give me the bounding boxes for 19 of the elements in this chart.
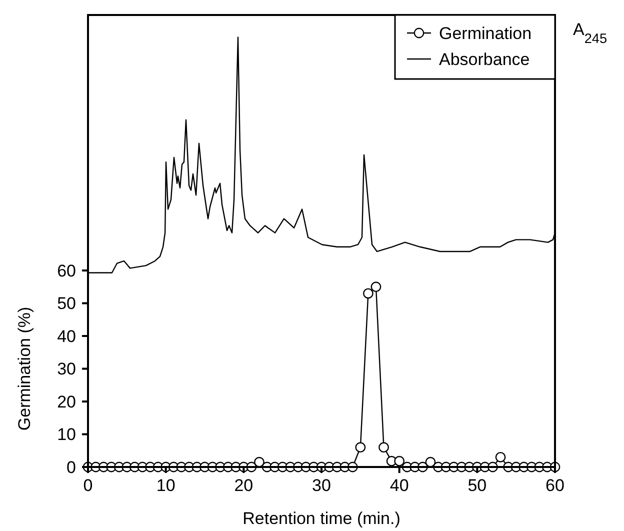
x-tick-label: 60 bbox=[546, 476, 564, 495]
x-tick-label: 40 bbox=[390, 476, 409, 495]
y-axis-title: Germination (%) bbox=[15, 306, 34, 431]
y-tick-label: 0 bbox=[66, 458, 76, 477]
x-tick-label: 10 bbox=[156, 476, 176, 495]
y-tick-label: 30 bbox=[57, 360, 76, 379]
x-tick-label: 0 bbox=[83, 476, 93, 495]
legend-label: Absorbance bbox=[439, 50, 530, 69]
y-tick-label: 10 bbox=[57, 425, 76, 444]
x-tick-label: 30 bbox=[312, 476, 331, 495]
y-tick-label: 50 bbox=[57, 294, 76, 314]
y2-axis-title: A$_{245}$ bbox=[573, 20, 608, 46]
y-tick-label: 40 bbox=[57, 326, 76, 346]
x-axis-title: Retention time (min.) bbox=[242, 509, 400, 528]
y-tick-label: 20 bbox=[57, 392, 76, 412]
x-tick-label: 20 bbox=[234, 476, 254, 495]
y-tick-label: 60 bbox=[57, 261, 76, 280]
x-tick-label: 50 bbox=[468, 476, 487, 495]
legend-label: Germination bbox=[439, 24, 532, 43]
